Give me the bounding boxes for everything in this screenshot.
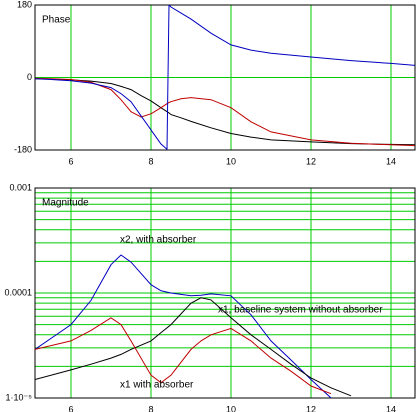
x-tick-label: 14	[386, 156, 396, 166]
series-line	[35, 5, 415, 150]
series-line	[35, 78, 415, 146]
y-tick-label: 1·10⁻⁵	[6, 392, 33, 402]
annotation: x1 with absorber	[120, 380, 194, 391]
x-tick-label: 6	[68, 156, 73, 166]
x-tick-label: 8	[148, 404, 153, 412]
panel-title: Magnitude	[42, 198, 89, 209]
y-tick-label: 0.001	[9, 182, 32, 192]
series-line	[35, 317, 332, 395]
x-tick-label: 14	[386, 404, 396, 412]
series-line	[35, 297, 352, 397]
y-tick-label: 0.0001	[4, 287, 32, 297]
y-tick-label: 0	[27, 72, 32, 82]
x-tick-label: 12	[306, 156, 316, 166]
y-tick-label: -180	[14, 144, 32, 154]
series-line	[35, 77, 415, 147]
x-tick-label: 10	[226, 404, 236, 412]
panel-title: Phase	[42, 15, 71, 26]
annotation: x1, baseline system without absorber	[218, 305, 383, 316]
series-line	[35, 254, 332, 398]
plot-frame	[34, 4, 416, 151]
y-tick-label: 180	[17, 0, 32, 9]
plot-frame	[34, 187, 416, 399]
x-tick-label: 6	[68, 404, 73, 412]
annotation: x2, with absorber	[120, 235, 197, 246]
x-tick-label: 8	[148, 156, 153, 166]
x-tick-label: 12	[306, 404, 316, 412]
x-tick-label: 10	[226, 156, 236, 166]
